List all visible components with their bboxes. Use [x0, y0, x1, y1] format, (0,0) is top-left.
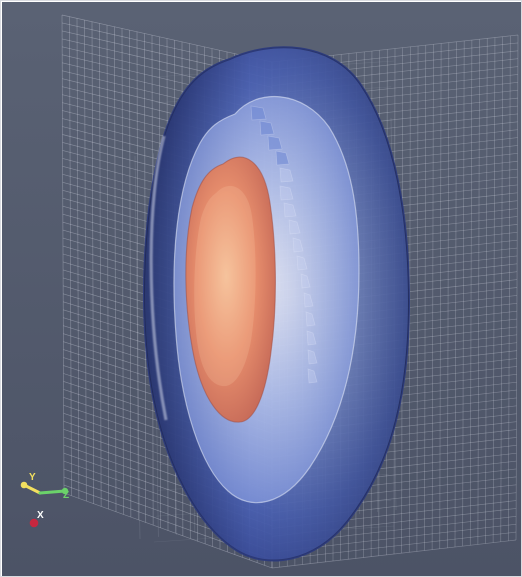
right-plane-grid-column-line	[447, 42, 450, 548]
left-plane-grid-column-line	[114, 26, 117, 512]
surface-contour-line	[134, 155, 141, 540]
left-plane-grid-row-line	[61, 14, 273, 63]
left-plane-grid-column-line	[129, 30, 132, 518]
left-plane-grid-column-line	[136, 31, 139, 520]
isosurface-step	[288, 219, 301, 235]
right-plane-grid-column-line	[500, 36, 503, 542]
left-rim-highlight	[149, 135, 168, 421]
isosurface-object	[143, 46, 411, 562]
right-plane-grid-column-line	[431, 44, 434, 550]
core-highlight	[194, 185, 256, 387]
left-plane-grid-row-line	[63, 492, 273, 569]
right-plane-grid-column-line	[508, 35, 511, 541]
right-plane-grid-column-line	[485, 38, 488, 544]
axis-y-label: Y	[29, 472, 36, 483]
left-plane-grid-column-line	[121, 28, 124, 515]
isosurface-step	[307, 368, 318, 384]
isosurface-step	[300, 273, 311, 289]
isosurface-step	[307, 349, 318, 365]
right-plane-grid-column-line	[469, 40, 473, 546]
left-plane-grid-column-line	[91, 21, 95, 504]
right-plane-grid-column-line	[515, 34, 519, 541]
isosurface-step	[250, 105, 267, 121]
axis-x-label: X	[37, 510, 44, 521]
isosurface-step	[283, 202, 297, 218]
right-plane-grid-column-line	[492, 37, 496, 543]
isosurface-step	[303, 292, 314, 308]
left-plane-grid-column-line	[61, 14, 65, 494]
axis-y-indicator: Y	[20, 472, 42, 495]
stepped-layer-edge	[250, 105, 318, 384]
right-plane-grid-column-line	[454, 41, 457, 548]
hot-core-isosurface	[185, 156, 276, 423]
left-plane-grid-column-line	[69, 16, 72, 496]
left-plane-grid-column-line	[84, 20, 87, 502]
isosurface-step	[305, 311, 316, 327]
isosurface-step	[267, 135, 283, 151]
left-plane-grid-column-line	[76, 18, 80, 499]
right-plane-grid-column-line	[477, 39, 480, 545]
axis-z-label: Z	[63, 490, 69, 501]
left-plane-grid-column-line	[99, 23, 102, 507]
isosurface-step	[306, 330, 317, 346]
right-plane-grid-column-line	[462, 40, 465, 547]
left-plane-grid-column-line	[106, 25, 109, 510]
right-plane-grid-column-line	[439, 43, 442, 549]
isosurface-step	[279, 185, 294, 201]
orientation-axes: Y Z X	[20, 472, 69, 528]
right-plane-grid-row-line	[271, 531, 517, 561]
isosurface-step	[259, 120, 275, 136]
isosurface-step	[275, 150, 290, 166]
axis-x-indicator: X	[29, 510, 44, 528]
right-plane-grid-row-line	[271, 539, 517, 569]
right-plane-grid-column-line	[424, 45, 427, 551]
isosurface-step	[279, 167, 294, 183]
isosurface-step	[296, 255, 308, 271]
isosurface-step	[292, 237, 304, 253]
right-plane-grid-column-line	[416, 45, 419, 552]
axis-z-indicator: Z	[38, 487, 69, 501]
